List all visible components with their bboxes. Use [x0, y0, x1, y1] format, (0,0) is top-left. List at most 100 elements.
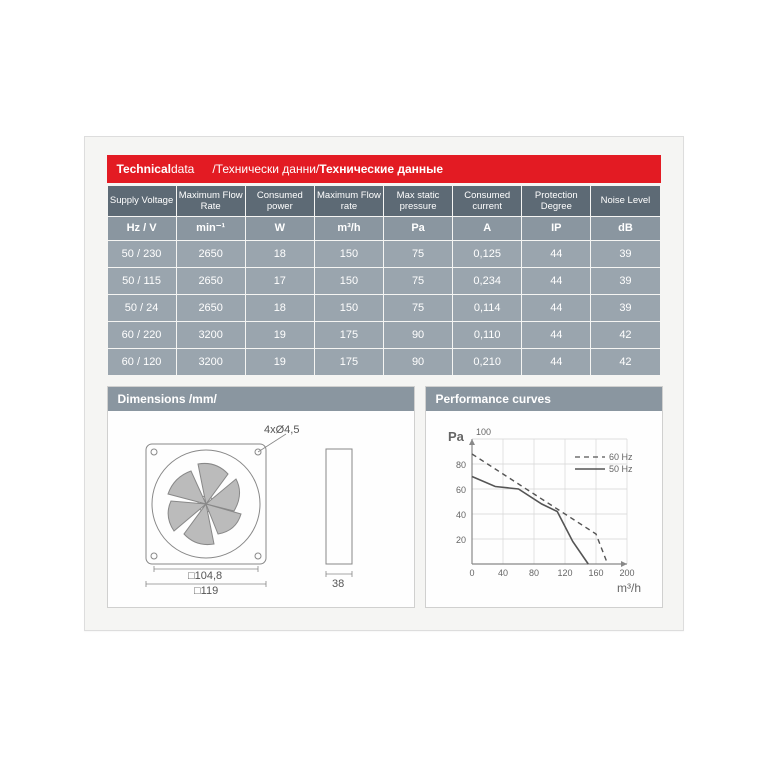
- svg-text:120: 120: [557, 568, 572, 578]
- svg-text:20: 20: [455, 535, 465, 545]
- table-cell: 44: [522, 322, 590, 348]
- table-cell: 2650: [177, 241, 245, 267]
- table-cell: 0,110: [453, 322, 521, 348]
- table-cell: 39: [591, 241, 659, 267]
- table-cell: 2650: [177, 295, 245, 321]
- svg-text:50 Hz: 50 Hz: [609, 464, 633, 474]
- dimensions-title: Dimensions /mm/: [108, 387, 414, 411]
- table-cell: 0,234: [453, 268, 521, 294]
- col-header: Maximum Flow rate: [315, 186, 383, 217]
- svg-text:40: 40: [455, 510, 465, 520]
- holes-label: 4xØ4,5: [264, 424, 299, 436]
- col-header: Max static pressure: [384, 186, 452, 217]
- table-cell: 18: [246, 241, 314, 267]
- col-header: Maximum Flow Rate: [177, 186, 245, 217]
- table-row: 50 / 115265017150750,2344439: [108, 268, 660, 294]
- dimensions-drawing: 4xØ4,5 □104,8 □119 38: [116, 419, 406, 599]
- table-cell: 50 / 230: [108, 241, 176, 267]
- svg-text:0: 0: [469, 568, 474, 578]
- col-unit: A: [453, 217, 521, 240]
- table-cell: 42: [591, 322, 659, 348]
- table-cell: 39: [591, 295, 659, 321]
- svg-text:200: 200: [619, 568, 634, 578]
- table-cell: 44: [522, 295, 590, 321]
- col-unit: W: [246, 217, 314, 240]
- title-en-light: data: [171, 162, 194, 176]
- svg-text:60 Hz: 60 Hz: [609, 452, 633, 462]
- col-unit: IP: [522, 217, 590, 240]
- table-cell: 0,125: [453, 241, 521, 267]
- table-cell: 19: [246, 322, 314, 348]
- col-header: Protection Degree: [522, 186, 590, 217]
- table-cell: 42: [591, 349, 659, 375]
- table-cell: 150: [315, 268, 383, 294]
- svg-text:80: 80: [455, 460, 465, 470]
- performance-title: Performance curves: [426, 387, 662, 411]
- depth-label: 38: [332, 578, 344, 590]
- table-cell: 3200: [177, 322, 245, 348]
- table-cell: 44: [522, 268, 590, 294]
- inner-sq-label: □104,8: [188, 570, 222, 582]
- performance-body: 20 40 60 80 100 Pa 0 40 80 120 160 200 m³/h 60 Hz 50 H…: [426, 411, 662, 607]
- table-cell: 44: [522, 241, 590, 267]
- col-unit: Pa: [384, 217, 452, 240]
- col-unit: dB: [591, 217, 659, 240]
- table-cell: 39: [591, 268, 659, 294]
- svg-text:60: 60: [455, 485, 465, 495]
- title-rest: / Технически данни / Технические данные: [204, 155, 660, 183]
- dimensions-panel: Dimensions /mm/: [107, 386, 415, 608]
- title-en: Technical data: [107, 155, 205, 183]
- table-cell: 50 / 115: [108, 268, 176, 294]
- col-header: Consumed current: [453, 186, 521, 217]
- table-row: 50 / 230265018150750,1254439: [108, 241, 660, 267]
- col-header: Consumed power: [246, 186, 314, 217]
- svg-text:40: 40: [497, 568, 507, 578]
- table-units-row: Hz / V min⁻¹ W m³/h Pa A IP dB: [108, 217, 660, 240]
- title-en-bold: Technical: [117, 162, 171, 176]
- table-cell: 18: [246, 295, 314, 321]
- table-cell: 19: [246, 349, 314, 375]
- table-header-row: Supply Voltage Maximum Flow Rate Consume…: [108, 186, 660, 217]
- table-cell: 44: [522, 349, 590, 375]
- spec-card: Technical data / Технически данни / Техн…: [84, 136, 684, 632]
- svg-text:100: 100: [476, 427, 491, 437]
- title-ru: Технические данные: [319, 162, 443, 176]
- table-cell: 75: [384, 241, 452, 267]
- svg-text:m³/h: m³/h: [617, 581, 641, 595]
- table-body: 50 / 230265018150750,125443950 / 1152650…: [108, 241, 660, 375]
- dimensions-body: 4xØ4,5 □104,8 □119 38: [108, 411, 414, 607]
- svg-text:160: 160: [588, 568, 603, 578]
- table-cell: 0,210: [453, 349, 521, 375]
- table-cell: 75: [384, 295, 452, 321]
- table-cell: 17: [246, 268, 314, 294]
- outer-sq-label: □119: [194, 585, 218, 597]
- table-cell: 90: [384, 349, 452, 375]
- table-row: 60 / 120320019175900,2104442: [108, 349, 660, 375]
- table-cell: 175: [315, 349, 383, 375]
- col-unit: Hz / V: [108, 217, 176, 240]
- table-cell: 75: [384, 268, 452, 294]
- col-unit: min⁻¹: [177, 217, 245, 240]
- table-row: 50 / 24265018150750,1144439: [108, 295, 660, 321]
- svg-text:Pa: Pa: [448, 429, 465, 444]
- panels-row: Dimensions /mm/: [107, 386, 661, 608]
- tech-data-table: Supply Voltage Maximum Flow Rate Consume…: [107, 185, 661, 377]
- table-cell: 150: [315, 241, 383, 267]
- svg-text:80: 80: [528, 568, 538, 578]
- table-cell: 2650: [177, 268, 245, 294]
- col-unit: m³/h: [315, 217, 383, 240]
- col-header: Supply Voltage: [108, 186, 176, 217]
- col-header: Noise Level: [591, 186, 659, 217]
- table-cell: 0,114: [453, 295, 521, 321]
- title-bar: Technical data / Технически данни / Техн…: [107, 155, 661, 183]
- table-row: 60 / 220320019175900,1104442: [108, 322, 660, 348]
- performance-chart: 20 40 60 80 100 Pa 0 40 80 120 160 200 m³/h 60 Hz 50 H…: [434, 419, 654, 599]
- table-cell: 50 / 24: [108, 295, 176, 321]
- table-cell: 60 / 220: [108, 322, 176, 348]
- table-cell: 90: [384, 322, 452, 348]
- table-cell: 150: [315, 295, 383, 321]
- table-cell: 60 / 120: [108, 349, 176, 375]
- performance-panel: Performance curves 20 40 60 80 100 Pa 0 40 80 120…: [425, 386, 663, 608]
- table-cell: 3200: [177, 349, 245, 375]
- title-bg: Технически данни: [216, 162, 316, 176]
